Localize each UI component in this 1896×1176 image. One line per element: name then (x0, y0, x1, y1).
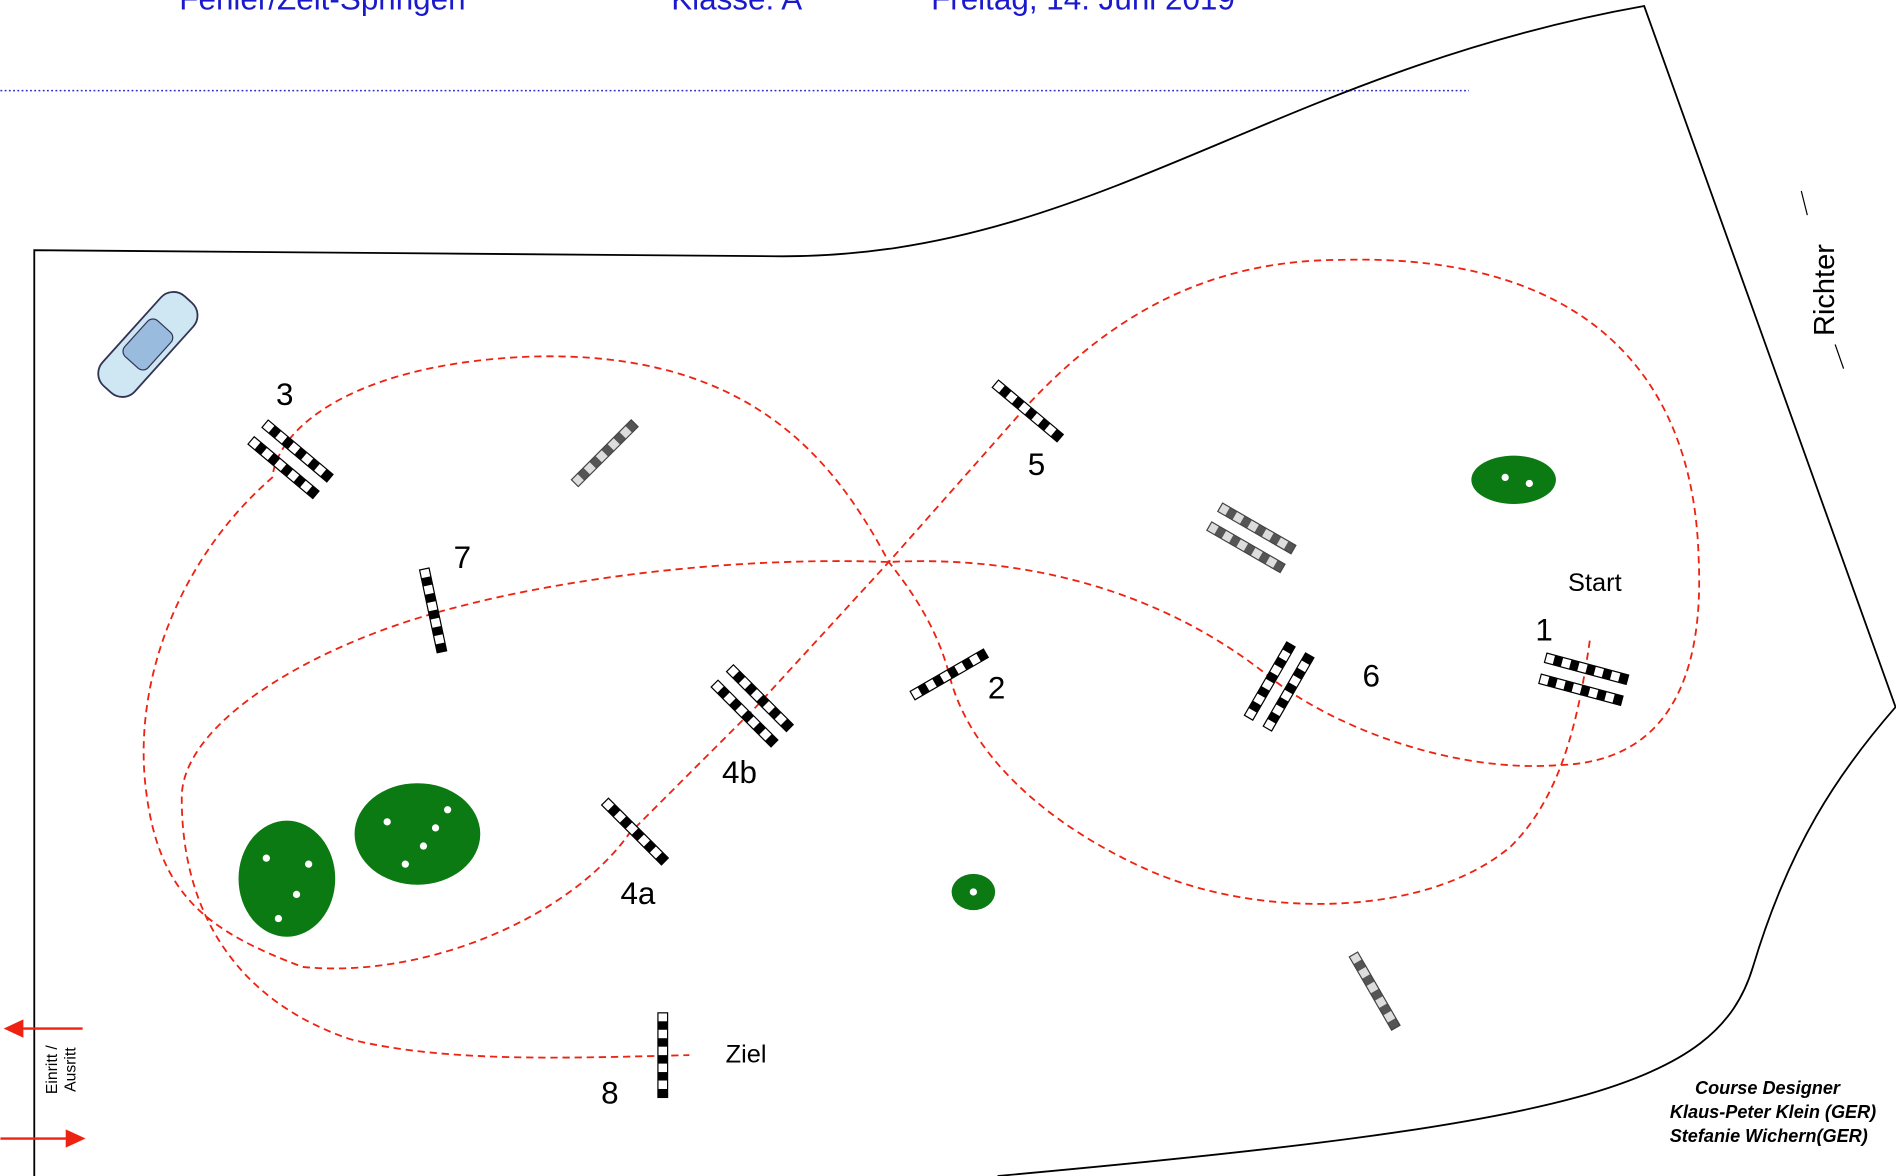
obstacle (570, 419, 639, 488)
obstacle-pole (1538, 673, 1624, 707)
obstacle-pole (725, 663, 795, 733)
jump-number: 6 (1363, 659, 1380, 694)
entry-label: Ausritt (62, 1047, 79, 1092)
jump-number: 2 (988, 671, 1005, 706)
obstacle (1348, 951, 1401, 1031)
obstacle-pole (991, 379, 1065, 443)
bushes (238, 455, 1556, 937)
jump-number: 4a (620, 876, 655, 911)
finish-label: Ziel (726, 1040, 767, 1068)
obstacle (1243, 641, 1315, 732)
obstacles (247, 379, 1630, 1099)
obstacle-pole (710, 679, 779, 748)
route (142, 258, 1701, 1059)
car (97, 291, 199, 398)
jump-number: 8 (601, 1075, 618, 1110)
judge-mark (1834, 344, 1845, 369)
header-text: Freitag, 14. Juni 2019 (931, 0, 1235, 17)
header-text: Klasse: A (671, 0, 802, 17)
obstacle (418, 567, 448, 654)
obstacle (600, 797, 670, 866)
obstacle-pole (657, 1012, 669, 1099)
obstacle-pole (247, 435, 320, 500)
judge-mark (1800, 190, 1808, 216)
obstacle (657, 1012, 669, 1099)
entry-label: Einritt / (44, 1045, 61, 1095)
obstacle (991, 379, 1065, 443)
obstacle-pole (261, 419, 334, 483)
obstacle-pole (1206, 521, 1286, 574)
obstacle-pole (1543, 652, 1630, 686)
obstacle (909, 648, 990, 701)
start-label: Start (1568, 569, 1622, 597)
jump-number: 5 (1028, 447, 1045, 482)
obstacle (710, 663, 795, 748)
jump-number: 1 (1535, 613, 1552, 648)
designer-name: Stefanie Wichern(GER) (1670, 1126, 1868, 1146)
judge-label: Richter (1809, 244, 1841, 336)
bush-flowers (262, 473, 1533, 923)
arena-outline (33, 5, 1896, 1176)
designer-name: Klaus-Peter Klein (GER) (1670, 1102, 1876, 1122)
jump-number: 7 (454, 540, 471, 575)
jump-number: 3 (276, 377, 293, 412)
obstacle-pole (1216, 502, 1297, 555)
obstacle-pole (1262, 652, 1315, 732)
obstacle (1206, 502, 1297, 574)
obstacle-pole (1243, 641, 1296, 721)
entry-arrows (0, 1019, 86, 1148)
obstacle (247, 419, 334, 500)
obstacle-pole (1348, 951, 1401, 1031)
jump-number: 4b (722, 755, 757, 790)
obstacle-pole (600, 797, 670, 866)
obstacle-pole (909, 648, 990, 701)
obstacle-pole (418, 567, 448, 654)
obstacle (1538, 652, 1630, 707)
designer-title: Course Designer (1695, 1078, 1841, 1098)
header-text: Fehler/Zeit-Springen (179, 0, 465, 17)
obstacle-pole (570, 419, 639, 488)
